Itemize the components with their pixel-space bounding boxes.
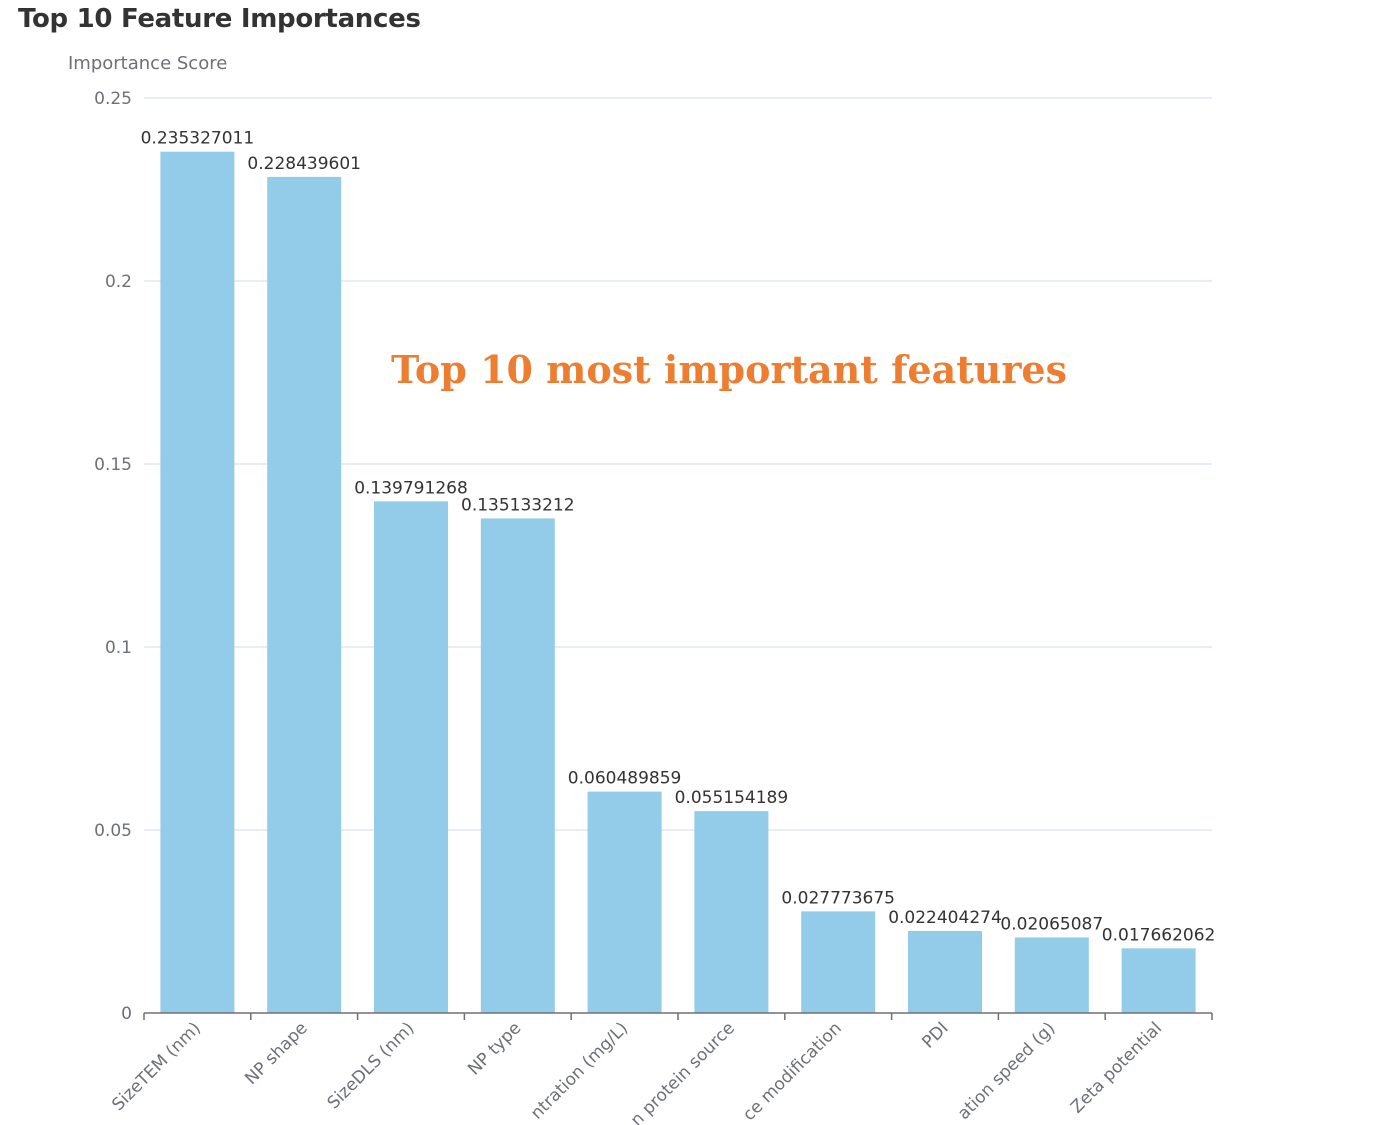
- x-tick-label: SizeTEM (nm): [108, 1018, 205, 1115]
- bar-value-label: 0.055154189: [675, 788, 789, 808]
- bar: [801, 911, 876, 1013]
- bar: [587, 791, 662, 1013]
- chart-title: Top 10 Feature Importances: [18, 4, 421, 34]
- bar-value-label: 0.060489859: [568, 769, 682, 789]
- bar: [480, 518, 555, 1013]
- bars: [160, 151, 1196, 1014]
- bar-value-label: 0.027773675: [781, 888, 895, 908]
- x-tick-label: SizeDLS (nm): [324, 1018, 419, 1113]
- x-tick-label: NP shape: [241, 1018, 311, 1088]
- bar: [267, 176, 342, 1013]
- annotation-text: Top 10 most important features: [391, 347, 1067, 392]
- y-tick-label: 0.2: [105, 272, 132, 292]
- bar: [1121, 948, 1196, 1013]
- bar-value-label: 0.022404274: [888, 908, 1002, 928]
- x-tick-label: ation speed (g): [954, 1018, 1060, 1124]
- x-axis: [143, 1012, 1213, 1020]
- bar-value-label: 0.017662062: [1102, 925, 1216, 945]
- y-axis-label: Importance Score: [68, 53, 227, 74]
- x-tick-label: NP type: [464, 1018, 525, 1079]
- bar-value-label: 0.135133212: [461, 495, 575, 515]
- bar-value-label: 0.228439601: [247, 154, 361, 174]
- x-tick-label: n protein source: [627, 1018, 739, 1125]
- bar: [1014, 937, 1089, 1013]
- y-axis-ticks: 0 0.05 0.1 0.15 0.2 0.25: [94, 89, 132, 1024]
- bar-value-label: 0.02065087: [1000, 914, 1103, 934]
- y-tick-label: 0.15: [94, 455, 132, 475]
- y-tick-label: 0.05: [94, 821, 132, 841]
- bar-value-label: 0.139791268: [354, 478, 468, 498]
- x-tick-label: ntration (mg/L): [527, 1018, 632, 1123]
- x-tick-label: Zeta potential: [1067, 1018, 1166, 1117]
- bar: [374, 501, 448, 1013]
- bar: [694, 811, 769, 1013]
- x-axis-category-labels: SizeTEM (nm) NP shape SizeDLS (nm) NP type n…: [108, 1018, 1166, 1125]
- y-tick-label: 0: [121, 1004, 132, 1024]
- data-labels: 0.235327011 0.228439601 0.1397912680.13513…: [141, 129, 1216, 946]
- y-tick-label: 0.25: [94, 89, 132, 109]
- bar: [160, 151, 235, 1014]
- bar-value-label: 0.235327011: [141, 129, 255, 149]
- bar: [908, 931, 982, 1013]
- x-tick-label: PDI: [918, 1018, 952, 1052]
- x-tick-label: ce modification: [739, 1018, 846, 1125]
- y-tick-label: 0.1: [105, 638, 132, 658]
